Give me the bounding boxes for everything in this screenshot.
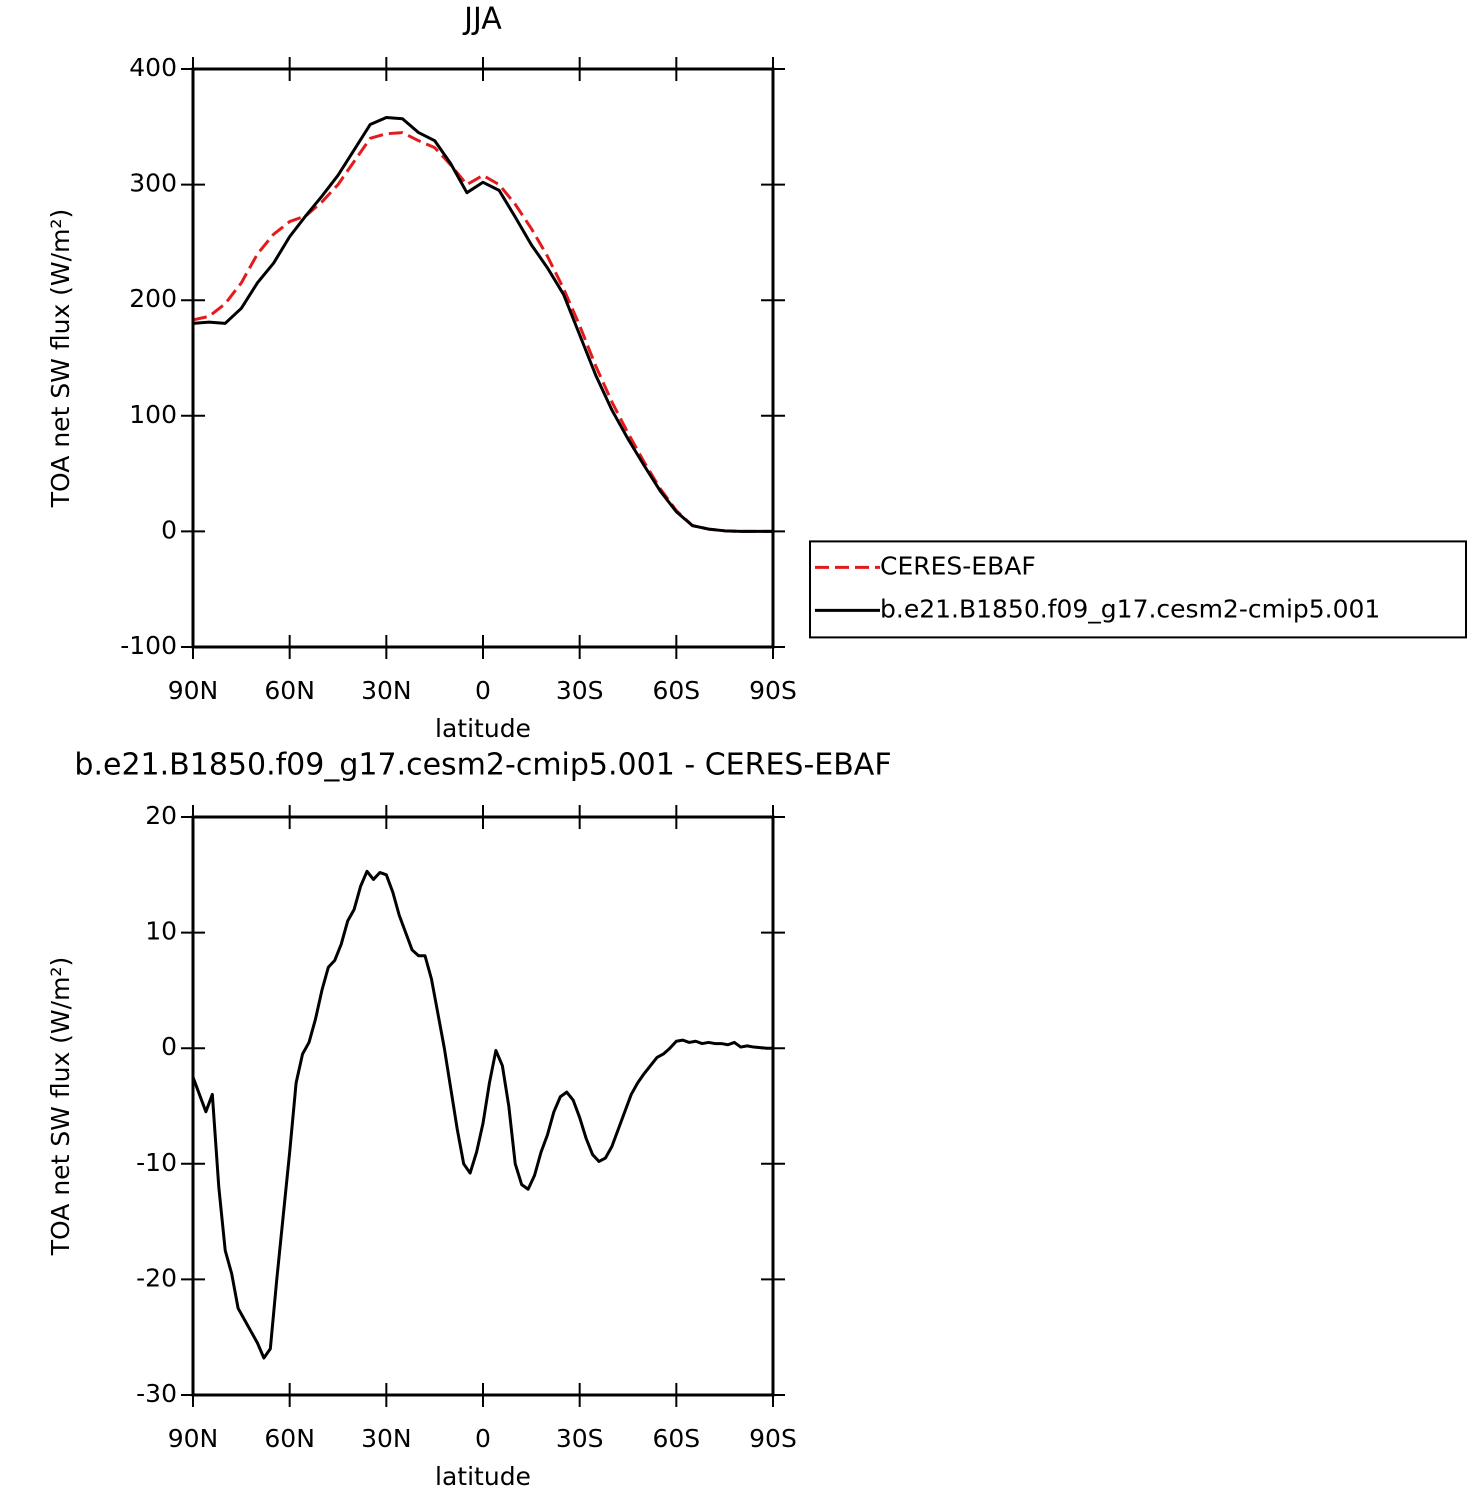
x-axis-label: latitude (435, 1462, 531, 1491)
data-line (193, 116, 773, 533)
y-tick-label: -100 (120, 631, 177, 660)
y-tick-label: 200 (129, 284, 177, 313)
x-tick-label: 30N (361, 676, 412, 705)
x-tick-label: 30N (361, 1424, 412, 1453)
y-tick-label: 100 (129, 400, 177, 429)
x-tick-label: 0 (475, 1424, 491, 1453)
y-tick-label: 300 (129, 169, 177, 198)
data-line (193, 869, 773, 1360)
legend-label: b.e21.B1850.f09_g17.cesm2-cmip5.001 (880, 594, 1380, 623)
legend-box (809, 540, 1467, 639)
chart-title: JJA (462, 2, 502, 37)
x-tick-label: 60S (652, 676, 700, 705)
x-tick-label: 90N (168, 676, 219, 705)
y-tick-label: 400 (129, 53, 177, 82)
y-tick-label: 0 (161, 1032, 177, 1061)
y-tick-label: 0 (161, 515, 177, 544)
x-tick-label: 90S (749, 676, 797, 705)
y-axis-label: TOA net SW flux (W/m²) (46, 209, 75, 508)
y-tick-label: 20 (145, 801, 177, 830)
y-tick-label: -30 (136, 1379, 177, 1408)
x-tick-label: 30S (556, 1424, 604, 1453)
x-tick-label: 60N (264, 1424, 315, 1453)
x-axis-label: latitude (435, 714, 531, 743)
x-tick-label: 90N (168, 1424, 219, 1453)
x-tick-label: 60S (652, 1424, 700, 1453)
y-tick-label: 10 (145, 917, 177, 946)
legend-label: CERES-EBAF (880, 551, 1036, 580)
x-tick-label: 0 (475, 676, 491, 705)
x-tick-label: 30S (556, 676, 604, 705)
y-axis-label: TOA net SW flux (W/m²) (46, 957, 75, 1256)
x-tick-label: 90S (749, 1424, 797, 1453)
plot-frame (191, 815, 775, 1397)
chart-title: b.e21.B1850.f09_g17.cesm2-cmip5.001 - CE… (74, 748, 891, 783)
y-tick-label: -10 (136, 1148, 177, 1177)
plot-frame (191, 67, 775, 649)
y-tick-label: -20 (136, 1263, 177, 1292)
x-tick-label: 60N (264, 676, 315, 705)
